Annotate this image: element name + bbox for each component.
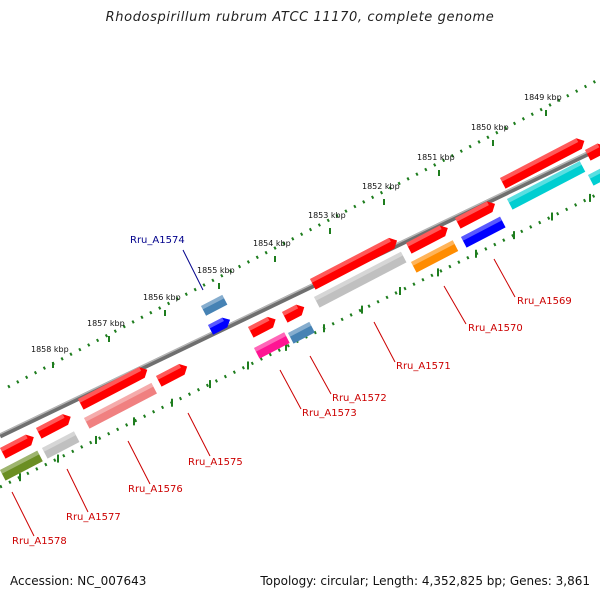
gene-feature[interactable] xyxy=(201,294,228,316)
page-title: Rhodospirillum rubrum ATCC 11170, comple… xyxy=(105,10,495,25)
gene-feature[interactable] xyxy=(78,364,150,410)
gene-leader-line xyxy=(443,285,467,325)
genome-summary-text: Topology: circular; Length: 4,352,825 bp… xyxy=(260,574,590,588)
gene-label[interactable]: Rru_A1571 xyxy=(396,361,451,372)
gene-feature[interactable] xyxy=(0,432,37,459)
gene-feature[interactable] xyxy=(310,235,400,290)
gene-label[interactable]: Rru_A1570 xyxy=(468,323,523,334)
gene-feature[interactable] xyxy=(0,450,43,481)
gene-leader-line xyxy=(11,491,35,537)
gene-leader-line xyxy=(187,412,211,457)
gene-feature[interactable] xyxy=(288,321,315,344)
gene-feature[interactable] xyxy=(461,216,506,248)
gene-feature[interactable] xyxy=(156,361,190,387)
ruler-line xyxy=(7,78,599,389)
gene-feature[interactable] xyxy=(248,314,278,338)
ruler-label: 1856 kbp xyxy=(143,293,181,302)
gene-leader-line xyxy=(279,369,302,410)
gene-feature[interactable] xyxy=(42,431,80,459)
gene-feature[interactable] xyxy=(507,161,586,210)
gene-feature[interactable] xyxy=(254,332,290,359)
gene-label[interactable]: Rru_A1574 xyxy=(130,235,185,246)
gene-feature[interactable] xyxy=(314,251,407,308)
gene-leader-line xyxy=(182,249,204,291)
gene-label[interactable]: Rru_A1578 xyxy=(12,536,67,547)
gene-label[interactable]: Rru_A1576 xyxy=(128,484,183,495)
ruler-label: 1850 kbp xyxy=(471,123,509,132)
gene-leader-line xyxy=(66,468,89,513)
gene-label[interactable]: Rru_A1572 xyxy=(332,393,387,404)
ruler-label: 1858 kbp xyxy=(31,345,69,354)
ruler-label: 1852 kbp xyxy=(362,182,400,191)
gene-feature[interactable] xyxy=(406,223,451,254)
ruler-label: 1857 kbp xyxy=(87,319,125,328)
gene-feature[interactable] xyxy=(84,382,157,429)
gene-label[interactable]: Rru_A1569 xyxy=(517,296,572,307)
gene-feature[interactable] xyxy=(585,141,600,161)
ruler-label: 1851 kbp xyxy=(417,153,455,162)
ruler-label: 1849 kbp xyxy=(524,93,562,102)
ruler-label: 1853 kbp xyxy=(308,211,346,220)
gene-label[interactable]: Rru_A1577 xyxy=(66,512,121,523)
gene-feature[interactable] xyxy=(588,168,600,186)
gene-feature[interactable] xyxy=(455,199,498,229)
gene-feature[interactable] xyxy=(500,136,587,189)
accession-text: Accession: NC_007643 xyxy=(10,574,147,588)
gene-leader-line xyxy=(493,258,516,298)
gene-leader-line xyxy=(373,321,396,363)
gene-leader-line xyxy=(309,355,332,395)
gene-feature[interactable] xyxy=(36,411,73,439)
ruler-label: 1855 kbp xyxy=(197,266,235,275)
gene-label[interactable]: Rru_A1573 xyxy=(302,408,357,419)
genome-backbone-highlight xyxy=(0,145,600,435)
gene-feature[interactable] xyxy=(208,315,233,335)
lower-tick-line xyxy=(0,191,600,489)
gene-label[interactable]: Rru_A1575 xyxy=(188,457,243,468)
gene-feature[interactable] xyxy=(411,240,459,273)
gene-feature[interactable] xyxy=(282,302,307,323)
gene-leader-line xyxy=(127,440,151,485)
ruler-label: 1854 kbp xyxy=(253,239,291,248)
